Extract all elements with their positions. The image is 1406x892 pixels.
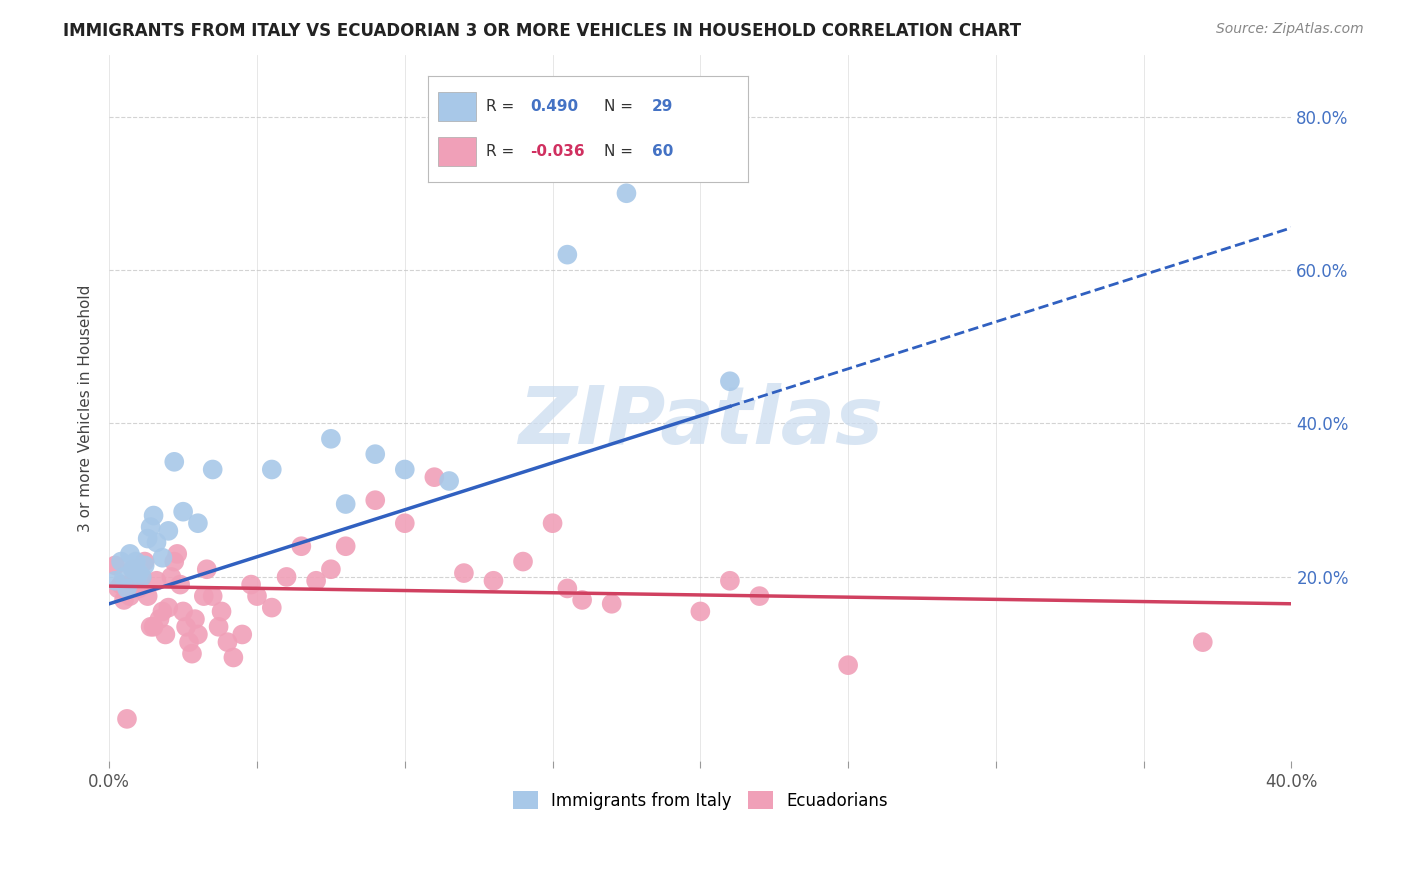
Legend: Immigrants from Italy, Ecuadorians: Immigrants from Italy, Ecuadorians [506, 785, 894, 816]
Point [128, 582, 150, 596]
Point [290, 539, 312, 553]
Point [172, 505, 194, 519]
Point [222, 650, 245, 665]
Point [571, 593, 593, 607]
Point [689, 604, 711, 618]
Point [423, 470, 446, 484]
Point [482, 574, 505, 588]
Point [260, 600, 283, 615]
Point [122, 562, 145, 576]
Point [157, 524, 180, 538]
Point [181, 647, 204, 661]
Point [125, 577, 148, 591]
Point [1191, 635, 1213, 649]
Point [131, 570, 153, 584]
Point [184, 612, 207, 626]
Point [145, 535, 167, 549]
Point [557, 247, 579, 261]
Point [134, 555, 156, 569]
Point [616, 186, 638, 201]
Point [115, 582, 138, 596]
Point [142, 508, 165, 523]
Point [110, 577, 132, 591]
Text: IMMIGRANTS FROM ITALY VS ECUADORIAN 3 OR MORE VEHICLES IN HOUSEHOLD CORRELATION : IMMIGRANTS FROM ITALY VS ECUADORIAN 3 OR… [63, 22, 1021, 40]
Point [110, 555, 132, 569]
Point [187, 627, 209, 641]
Point [437, 474, 460, 488]
Point [276, 570, 298, 584]
Point [139, 620, 162, 634]
Point [718, 574, 741, 588]
Y-axis label: 3 or more Vehicles in Household: 3 or more Vehicles in Household [79, 285, 93, 532]
Point [125, 555, 148, 569]
Point [364, 493, 387, 508]
Point [136, 532, 159, 546]
Text: ZIPatlas: ZIPatlas [517, 384, 883, 461]
Point [207, 620, 229, 634]
Point [193, 589, 215, 603]
Point [157, 600, 180, 615]
Point [211, 604, 233, 618]
Point [246, 589, 269, 603]
Point [319, 562, 342, 576]
Point [112, 593, 135, 607]
Point [128, 566, 150, 580]
Point [174, 620, 197, 634]
Point [195, 562, 218, 576]
Point [718, 374, 741, 388]
Point [142, 620, 165, 634]
Point [163, 455, 186, 469]
Point [217, 635, 239, 649]
Point [201, 589, 224, 603]
Point [201, 462, 224, 476]
Point [177, 635, 200, 649]
Point [131, 570, 153, 584]
Point [152, 604, 174, 618]
Point [557, 582, 579, 596]
Point [453, 566, 475, 580]
Point [166, 547, 188, 561]
Point [305, 574, 328, 588]
Point [145, 574, 167, 588]
Text: Source: ZipAtlas.com: Source: ZipAtlas.com [1216, 22, 1364, 37]
Point [152, 550, 174, 565]
Point [240, 577, 263, 591]
Point [512, 555, 534, 569]
Point [134, 558, 156, 573]
Point [541, 516, 564, 531]
Point [231, 627, 253, 641]
Point [148, 612, 170, 626]
Point [319, 432, 342, 446]
Point [118, 589, 141, 603]
Point [169, 577, 191, 591]
Point [837, 658, 859, 673]
Point [364, 447, 387, 461]
Point [104, 558, 127, 573]
Point [118, 547, 141, 561]
Point [335, 539, 357, 553]
Point [139, 520, 162, 534]
Point [136, 589, 159, 603]
Point [104, 574, 127, 588]
Point [260, 462, 283, 476]
Point [155, 627, 177, 641]
Point [112, 570, 135, 584]
Point [163, 555, 186, 569]
Point [600, 597, 623, 611]
Point [115, 712, 138, 726]
Point [394, 516, 416, 531]
Point [394, 462, 416, 476]
Point [335, 497, 357, 511]
Point [160, 570, 183, 584]
Point [187, 516, 209, 531]
Point [122, 562, 145, 576]
Point [107, 582, 129, 596]
Point [172, 604, 194, 618]
Point [748, 589, 770, 603]
